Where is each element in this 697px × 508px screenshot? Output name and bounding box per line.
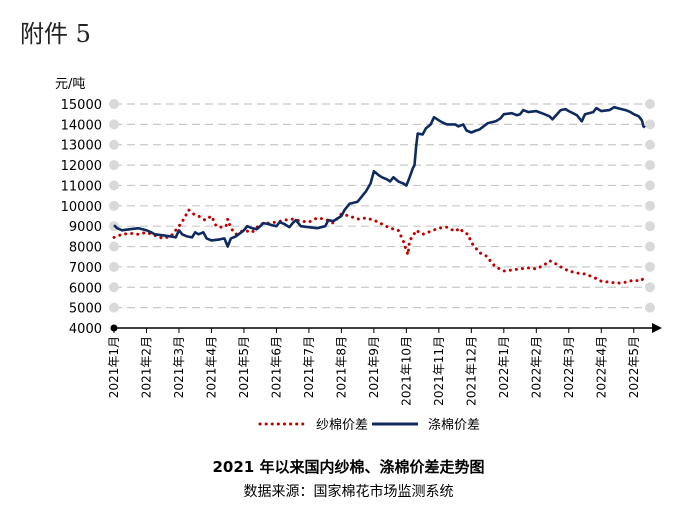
- grid-marker: [645, 180, 655, 191]
- grid-marker: [109, 200, 119, 211]
- grid-marker: [645, 282, 655, 293]
- x-tick-label: 2021年2月: [139, 336, 153, 398]
- y-tick-label: 4000: [69, 322, 102, 337]
- grid-marker: [109, 99, 119, 109]
- data-source: 数据来源：国家棉花市场监测系统: [243, 484, 454, 500]
- y-tick-label: 15000: [61, 98, 102, 113]
- y-tick-label: 11000: [61, 179, 102, 194]
- y-tick-label: 9000: [69, 220, 102, 235]
- y-tick-label: 6000: [69, 281, 102, 296]
- grid-marker: [645, 139, 655, 150]
- legend-item-poly: 涤棉价差: [370, 414, 480, 433]
- x-tick-label: 2022年1月: [497, 336, 511, 398]
- legend-swatch-dotted: [258, 422, 308, 425]
- x-tick-label: 2021年11月: [432, 336, 446, 406]
- y-tick-label: 14000: [61, 118, 102, 133]
- x-tick-label: 2021年5月: [237, 336, 251, 398]
- x-tick-label: 2021年6月: [269, 336, 283, 398]
- grid-marker: [109, 180, 119, 191]
- grid-marker: [645, 241, 655, 252]
- y-tick-label: 8000: [69, 241, 102, 256]
- line-chart: 15000 14000 13000 12000 11000 10000 9000 8000 70…: [61, 98, 662, 406]
- grid-marker: [109, 282, 119, 293]
- y-axis-unit: 元/吨: [55, 77, 86, 92]
- grid-marker: [645, 99, 655, 109]
- x-tick-label: 2021年8月: [334, 336, 348, 398]
- grid-marker: [109, 302, 119, 313]
- y-tick-label: 12000: [61, 159, 102, 174]
- y-tick-label: 7000: [69, 261, 102, 276]
- x-tick-label: 2022年4月: [594, 336, 608, 398]
- x-tick-label: 2021年12月: [464, 336, 478, 406]
- x-tick-label: 2021年7月: [302, 336, 316, 398]
- grid-marker: [109, 241, 119, 252]
- x-tick-label: 2022年3月: [562, 336, 576, 398]
- annex-label: 附件 5: [20, 20, 91, 48]
- x-tick-label: 2021年3月: [172, 336, 186, 398]
- grid-marker: [645, 302, 655, 313]
- legend-item-yarn: 纱棉价差: [258, 414, 368, 433]
- x-tick-label: 2021年9月: [367, 336, 381, 398]
- grid-marker: [645, 200, 655, 211]
- x-tick-label: 2021年1月: [107, 336, 121, 398]
- legend: 纱棉价差 涤棉价差: [0, 414, 697, 434]
- x-tick-label: 2022年2月: [529, 336, 543, 398]
- x-tick-label: 2021年10月: [399, 336, 413, 406]
- legend-label-yarn: 纱棉价差: [316, 418, 369, 433]
- legend-swatch-solid: [372, 422, 418, 425]
- grid-marker: [645, 119, 655, 130]
- chart-title: 2021 年以来国内纱棉、涤棉价差走势图: [212, 458, 485, 476]
- grid-marker: [645, 221, 655, 232]
- x-tick-label: 2022年5月: [627, 336, 641, 398]
- grid-marker: [109, 261, 119, 272]
- x-axis-arrow: [652, 323, 662, 333]
- y-tick-label: 13000: [61, 139, 102, 154]
- grid-marker: [109, 139, 119, 150]
- y-tick-label: 5000: [69, 302, 102, 317]
- series-line-poly: [113, 105, 646, 248]
- x-tick-label: 2021年4月: [204, 336, 218, 398]
- grid-marker: [645, 160, 655, 171]
- y-tick-label: 10000: [61, 200, 102, 215]
- legend-label-poly: 涤棉价差: [428, 418, 481, 433]
- grid-marker: [109, 160, 119, 171]
- grid-marker: [109, 119, 119, 130]
- grid-marker: [645, 261, 655, 272]
